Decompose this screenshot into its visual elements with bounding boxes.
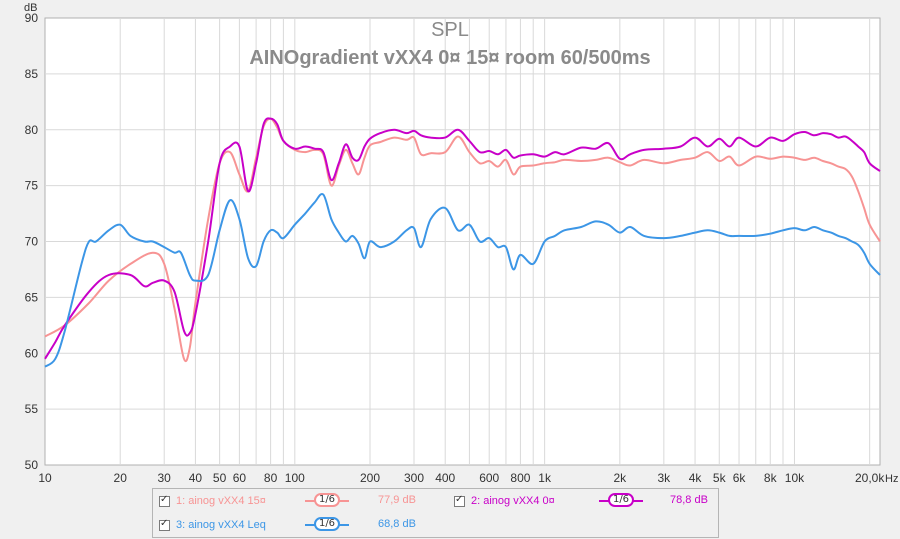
x-tick-label: 80 [264, 471, 278, 485]
series-2-checkbox[interactable] [454, 494, 465, 507]
x-unit-label: Hz [885, 473, 898, 485]
x-tick-label: 40 [189, 471, 203, 485]
x-tick-label: 20 [114, 471, 128, 485]
series-1-label: 1: ainog vXX4 15¤ [176, 495, 266, 507]
x-tick-label: 10 [38, 471, 52, 485]
x-tick-label: 8k [764, 471, 778, 485]
x-tick-label: 1k [538, 471, 552, 485]
series-3-smoothing-badge[interactable]: 1/6 [314, 517, 340, 531]
grid-lines [45, 18, 880, 465]
x-tick-label: 400 [435, 471, 455, 485]
legend-item-series-1[interactable]: 1: ainog vXX4 15¤ [159, 492, 266, 510]
chart-title: SPL [431, 19, 469, 41]
x-tick-label: 200 [360, 471, 380, 485]
y-tick-label: 60 [25, 346, 39, 360]
x-tick-label: 600 [479, 471, 499, 485]
x-tick-label: 4k [689, 471, 703, 485]
y-tick-label: 80 [25, 123, 39, 137]
x-tick-label: 50 [213, 471, 227, 485]
x-tick-label: 800 [510, 471, 530, 485]
y-tick-label: 50 [25, 458, 39, 472]
series-2-label: 2: ainog vXX4 0¤ [471, 495, 555, 507]
x-tick-label: 3k [657, 471, 671, 485]
series-3-average: 68,8 dB [378, 518, 416, 530]
series-1-smoothing-badge[interactable]: 1/6 [314, 493, 340, 507]
x-tick-label: 2k [613, 471, 627, 485]
y-tick-label: 85 [25, 67, 39, 81]
x-tick-label: 60 [233, 471, 247, 485]
series-2-smoothing-badge[interactable]: 1/6 [608, 493, 634, 507]
series-3-label: 3: ainog vXX4 Leq [176, 519, 266, 531]
y-tick-label: 90 [25, 11, 39, 25]
x-tick-label: 100 [285, 471, 305, 485]
legend-item-series-3[interactable]: 3: ainog vXX4 Leq [159, 516, 266, 534]
series-3-checkbox[interactable] [159, 518, 170, 531]
y-unit-label: dB [24, 2, 37, 14]
x-tick-label: 20,0k [855, 471, 885, 485]
x-tick-label: 6k [733, 471, 747, 485]
series-line-2 [44, 117, 881, 360]
series-1-average: 77,9 dB [378, 494, 416, 506]
series-1-checkbox[interactable] [159, 494, 170, 507]
series-line-3 [44, 193, 881, 368]
x-tick-label: 300 [404, 471, 424, 485]
series-lines [44, 117, 881, 368]
x-tick-label: 10k [785, 471, 805, 485]
y-tick-label: 55 [25, 402, 39, 416]
y-tick-labels: 50 55 60 65 70 75 80 85 90 [25, 11, 39, 472]
chart-subtitle: AINOgradient vXX4 0¤ 15¤ room 60/500ms [249, 47, 650, 69]
series-2-average: 78,8 dB [670, 494, 708, 506]
x-tick-label: 30 [158, 471, 172, 485]
y-tick-label: 65 [25, 290, 39, 304]
legend-item-series-2[interactable]: 2: ainog vXX4 0¤ [454, 492, 555, 510]
y-tick-label: 75 [25, 179, 39, 193]
x-tick-labels: 10 20 30 40 50 60 80 100 200 300 400 600 800 1k 2k 3k 4k… [38, 471, 885, 485]
x-tick-label: 5k [713, 471, 727, 485]
series-line-1 [44, 117, 881, 363]
y-tick-label: 70 [25, 235, 39, 249]
legend: 1: ainog vXX4 15¤ 1/6 77,9 dB 2: ainog v… [152, 488, 719, 538]
